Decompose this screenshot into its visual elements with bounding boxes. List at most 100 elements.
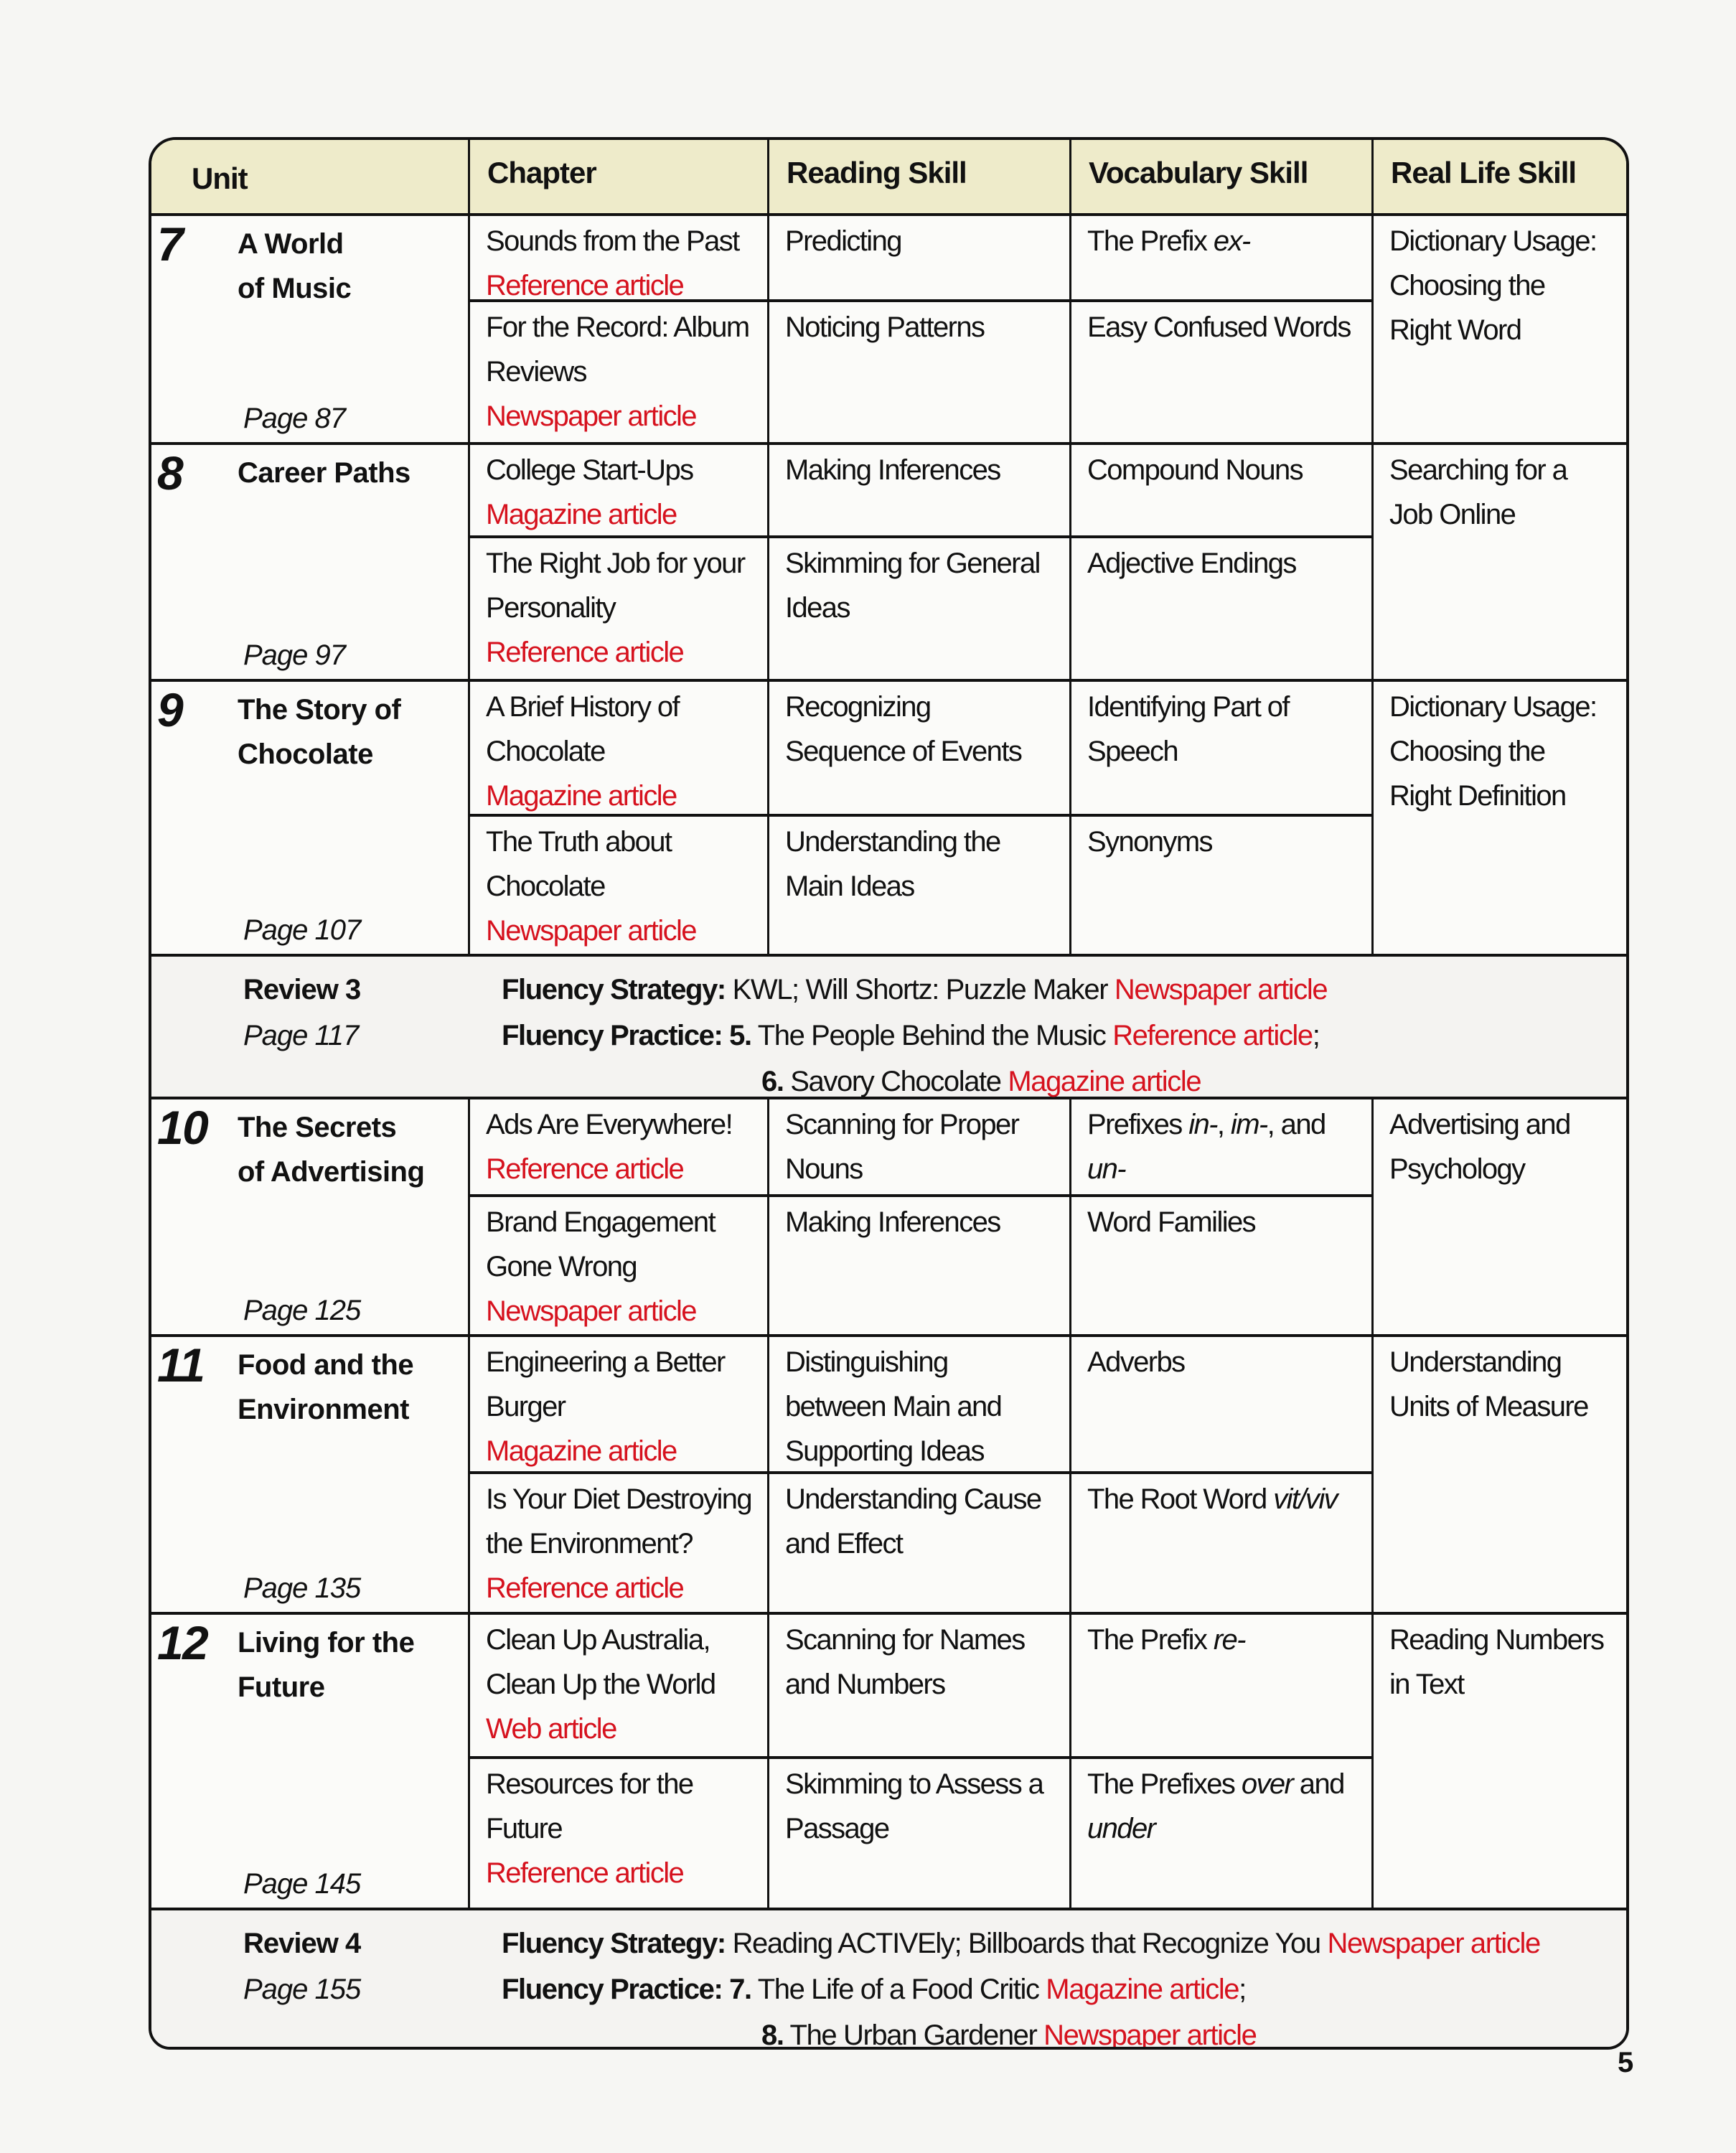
- unit-title-line: Environment: [238, 1394, 409, 1425]
- text-segment: Adjective Endings: [1087, 548, 1297, 579]
- unit-number: 8: [157, 446, 184, 499]
- chapter-title: Ads Are Everywhere!: [486, 1109, 733, 1140]
- article-type: Newspaper article: [1327, 1928, 1541, 1959]
- unit-title-line: The Story of: [238, 694, 401, 726]
- text-segment: un-: [1087, 1153, 1127, 1185]
- real-life-skill: Advertising and Psychology: [1389, 1109, 1571, 1185]
- review-line: Fluency Practice: 7. The Life of a Food …: [502, 1966, 1540, 2012]
- review-content: Fluency Strategy: KWL; Will Shortz: Puzz…: [502, 967, 1328, 1104]
- text-segment: The Prefix: [1087, 225, 1214, 257]
- unit-title: Living for the Future: [238, 1620, 415, 1709]
- text-segment: Fluency Strategy:: [502, 974, 726, 1005]
- unit-title: A World of Music: [238, 222, 352, 311]
- text-segment: Compound Nouns: [1087, 454, 1304, 486]
- header-chapter: Chapter: [470, 140, 769, 213]
- text-segment: The Prefixes: [1087, 1768, 1242, 1800]
- vocabulary-skill: Word Families: [1071, 1197, 1374, 1334]
- chapter-title: For the Record: Album Reviews: [486, 311, 750, 388]
- header-row: Unit Chapter Reading Skill Vocabulary Sk…: [151, 140, 1626, 216]
- chapter-cell: Resources for the Future Reference articl…: [470, 1759, 769, 1908]
- chapter-title: The Right Job for your Personality: [486, 548, 746, 624]
- unit-number: 11: [157, 1338, 205, 1392]
- text-segment: vit/viv: [1273, 1483, 1338, 1515]
- review-line: 8. The Urban Gardener Newspaper article: [502, 2012, 1540, 2050]
- article-type: Web article: [486, 1713, 617, 1745]
- unit-title: The Story of Chocolate: [238, 688, 401, 777]
- reading-skill: Scanning for Proper Nouns: [769, 1099, 1071, 1197]
- review-line: 6. Savory Chocolate Magazine article: [502, 1059, 1327, 1104]
- review-line: Fluency Practice: 5. The People Behind t…: [502, 1013, 1327, 1059]
- text-segment: ex-: [1213, 225, 1251, 257]
- article-type: Reference article: [486, 1857, 685, 1889]
- text-segment: Adverbs: [1087, 1346, 1186, 1378]
- review-title: Review 4: [243, 1928, 361, 1959]
- reading-skill: Skimming to Assess a Passage: [769, 1759, 1071, 1908]
- chapter-title: Sounds from the Past: [486, 225, 740, 257]
- review-title: Review 3: [243, 974, 361, 1005]
- chapter-title: Clean Up Australia, Clean Up the World: [486, 1624, 716, 1700]
- text-segment: 6.: [761, 1066, 784, 1097]
- article-type: Newspaper article: [486, 915, 698, 947]
- unit-title-line: Living for the: [238, 1627, 415, 1659]
- article-type: Magazine article: [486, 780, 677, 812]
- chapter-title: A Brief History of Chocolate: [486, 691, 680, 767]
- vocabulary-skill: Compound Nouns: [1071, 445, 1374, 538]
- unit-number: 7: [157, 217, 184, 271]
- article-type: Newspaper article: [486, 400, 698, 432]
- vocabulary-skill: Identifying Part of Speech: [1071, 682, 1374, 817]
- text-segment: ;: [1239, 1974, 1247, 2005]
- chapter-cell: Engineering a Better Burger Magazine arti…: [470, 1337, 769, 1474]
- article-type: Magazine article: [1008, 1066, 1201, 1097]
- review-page: Page 155: [243, 1974, 361, 2005]
- header-unit: Unit: [151, 140, 470, 213]
- page-number: 5: [1618, 2047, 1634, 2078]
- unit-row: 12 Living for the Future Page 145 Clean Up A…: [151, 1615, 1626, 1910]
- unit-row: 11 Food and the Environment Page 135 Enginee…: [151, 1337, 1626, 1615]
- unit-cell: 7 A World of Music Page 87: [151, 216, 470, 442]
- text-segment: Identifying Part of Speech: [1087, 691, 1290, 767]
- reading-skill: Understanding Cause and Effect: [769, 1474, 1071, 1612]
- real-life-skill: Dictionary Usage: Choosing the Right Wor…: [1389, 225, 1597, 346]
- article-type: Reference article: [1112, 1020, 1313, 1051]
- vocabulary-skill: Easy Confused Words: [1071, 302, 1374, 442]
- reading-skill: Understanding the Main Ideas: [769, 817, 1071, 954]
- unit-row: 10 The Secrets of Advertising Page 125 Ads A…: [151, 1099, 1626, 1337]
- text-segment: Prefixes: [1087, 1109, 1189, 1140]
- unit-title: The Secrets of Advertising: [238, 1105, 425, 1194]
- real-life-skill: Dictionary Usage: Choosing the Right Def…: [1389, 691, 1597, 812]
- text-segment: under: [1087, 1813, 1156, 1844]
- chapter-title: Resources for the Future: [486, 1768, 694, 1844]
- unit-title-line: of Music: [238, 273, 352, 304]
- article-type: Reference article: [486, 270, 685, 301]
- text-segment: The Urban Gardener: [783, 2020, 1044, 2050]
- unit-title-line: Chocolate: [238, 738, 373, 770]
- vocabulary-skill: Adjective Endings: [1071, 538, 1374, 679]
- unit-row: 9 The Story of Chocolate Page 107 A Brief Hi…: [151, 682, 1626, 957]
- reading-skill: Noticing Patterns: [769, 302, 1071, 442]
- chapter-title: College Start-Ups: [486, 454, 694, 486]
- unit-row: 7 A World of Music Page 87 Sounds from the P…: [151, 216, 1626, 445]
- reading-skill: Scanning for Names and Numbers: [769, 1615, 1071, 1759]
- text-segment: over: [1241, 1768, 1294, 1800]
- unit-page: Page 125: [243, 1295, 361, 1326]
- text-segment: Synonyms: [1087, 826, 1214, 858]
- review-line: Fluency Strategy: KWL; Will Shortz: Puzz…: [502, 967, 1328, 1013]
- text-segment: re-: [1213, 1624, 1247, 1656]
- unit-title-line: Food and the: [238, 1349, 414, 1381]
- text-segment: Savory Chocolate: [783, 1066, 1008, 1097]
- unit-page: Page 97: [243, 639, 346, 671]
- unit-cell: 9 The Story of Chocolate Page 107: [151, 682, 470, 954]
- real-life-skill: Understanding Units of Measure: [1389, 1346, 1589, 1422]
- chapter-cell: For the Record: Album Reviews Newspaper a…: [470, 302, 769, 442]
- vocabulary-skill: The Root Word vit/viv: [1071, 1474, 1374, 1612]
- review-content: Fluency Strategy: Reading ACTIVEly; Bill…: [502, 1920, 1541, 2050]
- reading-skill: Recognizing Sequence of Events: [769, 682, 1071, 817]
- article-type: Reference article: [486, 637, 685, 668]
- unit-page: Page 145: [243, 1868, 361, 1900]
- review-label: Review 3 Page 117: [243, 967, 361, 1059]
- unit-number: 9: [157, 683, 184, 736]
- unit-title-line: The Secrets: [238, 1112, 397, 1143]
- chapter-cell: Sounds from the Past Reference article: [470, 216, 769, 302]
- chapter-title: The Truth about Chocolate: [486, 826, 672, 902]
- text-segment: Fluency Practice: 7.: [502, 1974, 752, 2005]
